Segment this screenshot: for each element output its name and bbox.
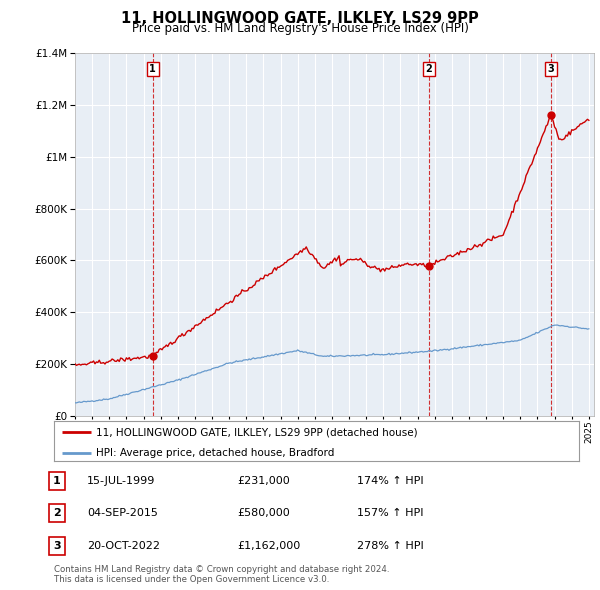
Text: Price paid vs. HM Land Registry's House Price Index (HPI): Price paid vs. HM Land Registry's House …: [131, 22, 469, 35]
Text: 2: 2: [425, 64, 433, 74]
Text: HPI: Average price, detached house, Bradford: HPI: Average price, detached house, Brad…: [96, 448, 334, 458]
Text: 11, HOLLINGWOOD GATE, ILKLEY, LS29 9PP: 11, HOLLINGWOOD GATE, ILKLEY, LS29 9PP: [121, 11, 479, 25]
Text: This data is licensed under the Open Government Licence v3.0.: This data is licensed under the Open Gov…: [54, 575, 329, 584]
Text: £231,000: £231,000: [237, 476, 290, 486]
Text: 11, HOLLINGWOOD GATE, ILKLEY, LS29 9PP (detached house): 11, HOLLINGWOOD GATE, ILKLEY, LS29 9PP (…: [96, 427, 418, 437]
Text: 3: 3: [53, 541, 61, 550]
Text: 1: 1: [53, 476, 61, 486]
Text: 15-JUL-1999: 15-JUL-1999: [87, 476, 155, 486]
Text: £1,162,000: £1,162,000: [237, 541, 300, 550]
Text: 157% ↑ HPI: 157% ↑ HPI: [357, 509, 424, 518]
Text: 3: 3: [548, 64, 554, 74]
Text: 1: 1: [149, 64, 156, 74]
Text: 174% ↑ HPI: 174% ↑ HPI: [357, 476, 424, 486]
Text: 278% ↑ HPI: 278% ↑ HPI: [357, 541, 424, 550]
Text: Contains HM Land Registry data © Crown copyright and database right 2024.: Contains HM Land Registry data © Crown c…: [54, 565, 389, 574]
Text: £580,000: £580,000: [237, 509, 290, 518]
Text: 2: 2: [53, 509, 61, 518]
Text: 20-OCT-2022: 20-OCT-2022: [87, 541, 160, 550]
Text: 04-SEP-2015: 04-SEP-2015: [87, 509, 158, 518]
